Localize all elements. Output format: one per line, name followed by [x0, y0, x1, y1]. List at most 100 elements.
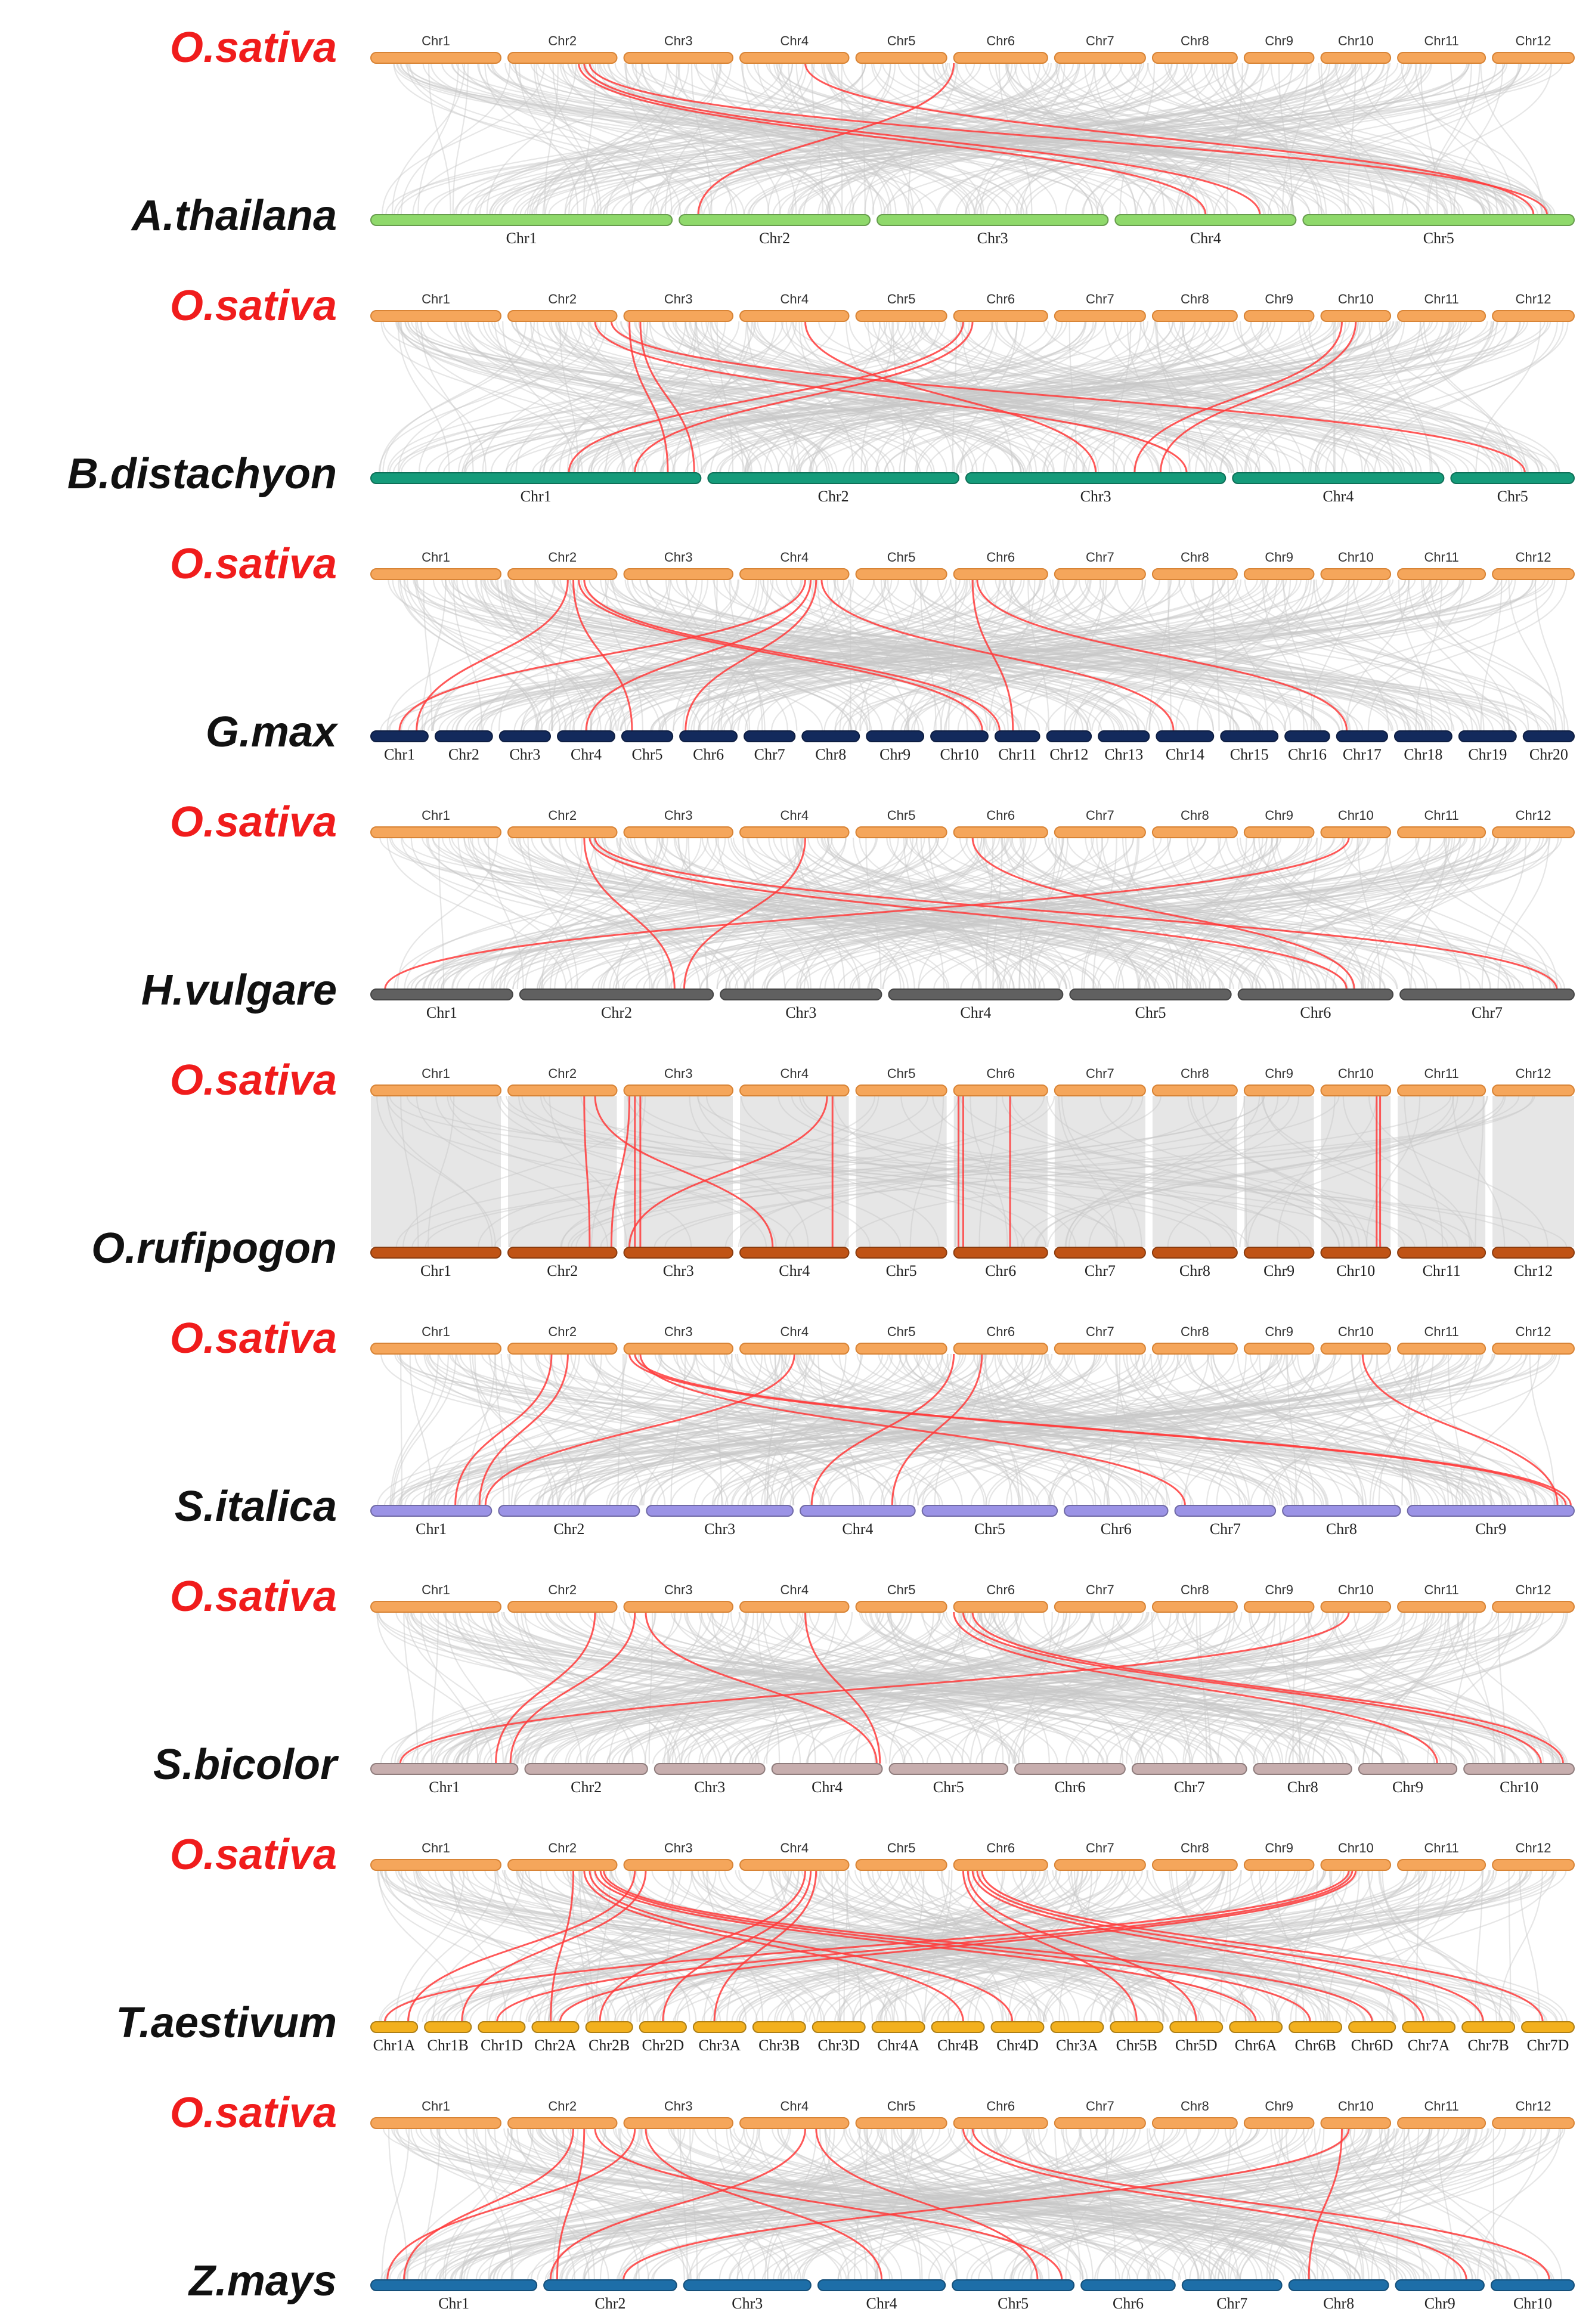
background-link [1043, 1353, 1329, 1506]
background-link [991, 1612, 1448, 1764]
reference-chromosome-bar [370, 1343, 502, 1355]
comparison-chromosome-bar [965, 472, 1227, 484]
background-link [1037, 837, 1541, 990]
comparison-species-label: B.distachyon [67, 450, 337, 498]
background-link [404, 321, 1306, 473]
background-link [609, 1353, 995, 1506]
background-link [747, 321, 800, 473]
background-link [1144, 1353, 1527, 1506]
background-link [798, 63, 1468, 215]
background-link [516, 2128, 649, 2280]
collinear-link [478, 1353, 569, 1506]
background-link [791, 63, 891, 215]
reference-chromosome-bar [1054, 1084, 1146, 1096]
background-link [1148, 2128, 1462, 2280]
background-link [1114, 1353, 1168, 1506]
background-link [504, 1612, 913, 1764]
background-link [1098, 579, 1438, 732]
background-link [509, 1095, 1045, 1248]
background-link [792, 321, 1055, 473]
comparison-species-label: O.rufipogon [91, 1225, 337, 1272]
comparison-chromosome-bar [519, 989, 714, 1000]
background-link [556, 2128, 595, 2280]
background-link [502, 321, 574, 473]
comparison-chromosome-label: Chr4 [779, 1262, 810, 1279]
background-link [995, 321, 1405, 473]
comparison-chromosome-bar [1393, 730, 1452, 742]
background-link [660, 321, 1265, 473]
background-link [649, 321, 1560, 473]
background-link [1213, 1353, 1418, 1506]
background-link [944, 2128, 1367, 2280]
background-link [396, 63, 1284, 215]
collinear-link [820, 579, 1175, 732]
background-link [1345, 837, 1431, 990]
background-link [1427, 63, 1481, 215]
background-link [798, 1353, 1132, 1506]
background-link [591, 1353, 811, 1506]
background-link [932, 1095, 1238, 1248]
background-link [831, 1353, 1495, 1506]
reference-chromosome-bar [1320, 1601, 1392, 1613]
background-link [563, 1353, 1448, 1506]
reference-chromosome-bar [1397, 826, 1486, 838]
background-link [1274, 2128, 1473, 2280]
background-link [1114, 837, 1263, 990]
reference-chromosomes: Chr1 Chr2 Chr3 Chr4 Chr5 Chr6 Chr7 Chr8 Chr9 Chr1… [370, 1324, 1575, 1355]
background-link [1475, 1095, 1484, 1248]
reference-chromosome-bar [1492, 826, 1575, 838]
background-link [383, 2128, 1430, 2280]
background-link [405, 2128, 745, 2280]
background-link [535, 579, 709, 732]
background-link [421, 1353, 1463, 1506]
comparison-chromosome-label: Chr5 [1497, 488, 1528, 505]
background-link [797, 837, 1481, 990]
background-link [1046, 321, 1548, 473]
background-link [451, 1870, 507, 2022]
collinear-link [583, 837, 676, 990]
background-link [924, 1870, 953, 2022]
background-link [1170, 1870, 1274, 2022]
background-link [677, 63, 781, 215]
background-link [395, 2128, 1428, 2280]
background-link [1021, 1612, 1053, 1764]
reference-chromosome-label: Chr1 [422, 33, 450, 48]
background-link [627, 321, 1394, 473]
background-link [406, 1095, 1568, 1248]
background-link [856, 1353, 1547, 1506]
background-link [529, 2128, 692, 2280]
comparison-chromosome-label: Chr9 [1392, 1778, 1423, 1796]
background-link [873, 579, 1358, 732]
background-link [693, 1353, 931, 1506]
reference-chromosome-label: Chr2 [548, 292, 577, 306]
background-link [407, 63, 1343, 215]
background-link [864, 63, 958, 215]
background-link [1184, 1353, 1247, 1506]
background-link [1235, 2128, 1352, 2280]
background-link [504, 63, 890, 215]
reference-chromosome-label: Chr3 [664, 1066, 693, 1081]
background-link [911, 321, 1497, 473]
highlight-links [386, 2128, 1550, 2280]
background-link [447, 1095, 767, 1248]
background-link [519, 63, 1359, 215]
background-link [1062, 2128, 1150, 2280]
background-link [1354, 1612, 1505, 1764]
reference-chromosome-label: Chr11 [1424, 1066, 1458, 1081]
collinear-link [384, 837, 1350, 990]
comparison-chromosome-label: Chr2 [448, 746, 479, 763]
background-link [1286, 63, 1520, 215]
background-link [397, 63, 1080, 215]
background-link [831, 837, 1243, 990]
background-link [1090, 2128, 1306, 2280]
reference-chromosome-label: Chr12 [1516, 1324, 1551, 1339]
background-link [423, 579, 433, 732]
background-link [922, 1353, 1494, 1506]
reference-chromosome-label: Chr6 [986, 1840, 1015, 1855]
background-link [482, 579, 1240, 732]
background-link [561, 2128, 1109, 2280]
background-link [1367, 579, 1464, 732]
collinear-link [583, 63, 1261, 215]
background-link [678, 837, 786, 990]
reference-chromosome-label: Chr1 [422, 292, 450, 306]
